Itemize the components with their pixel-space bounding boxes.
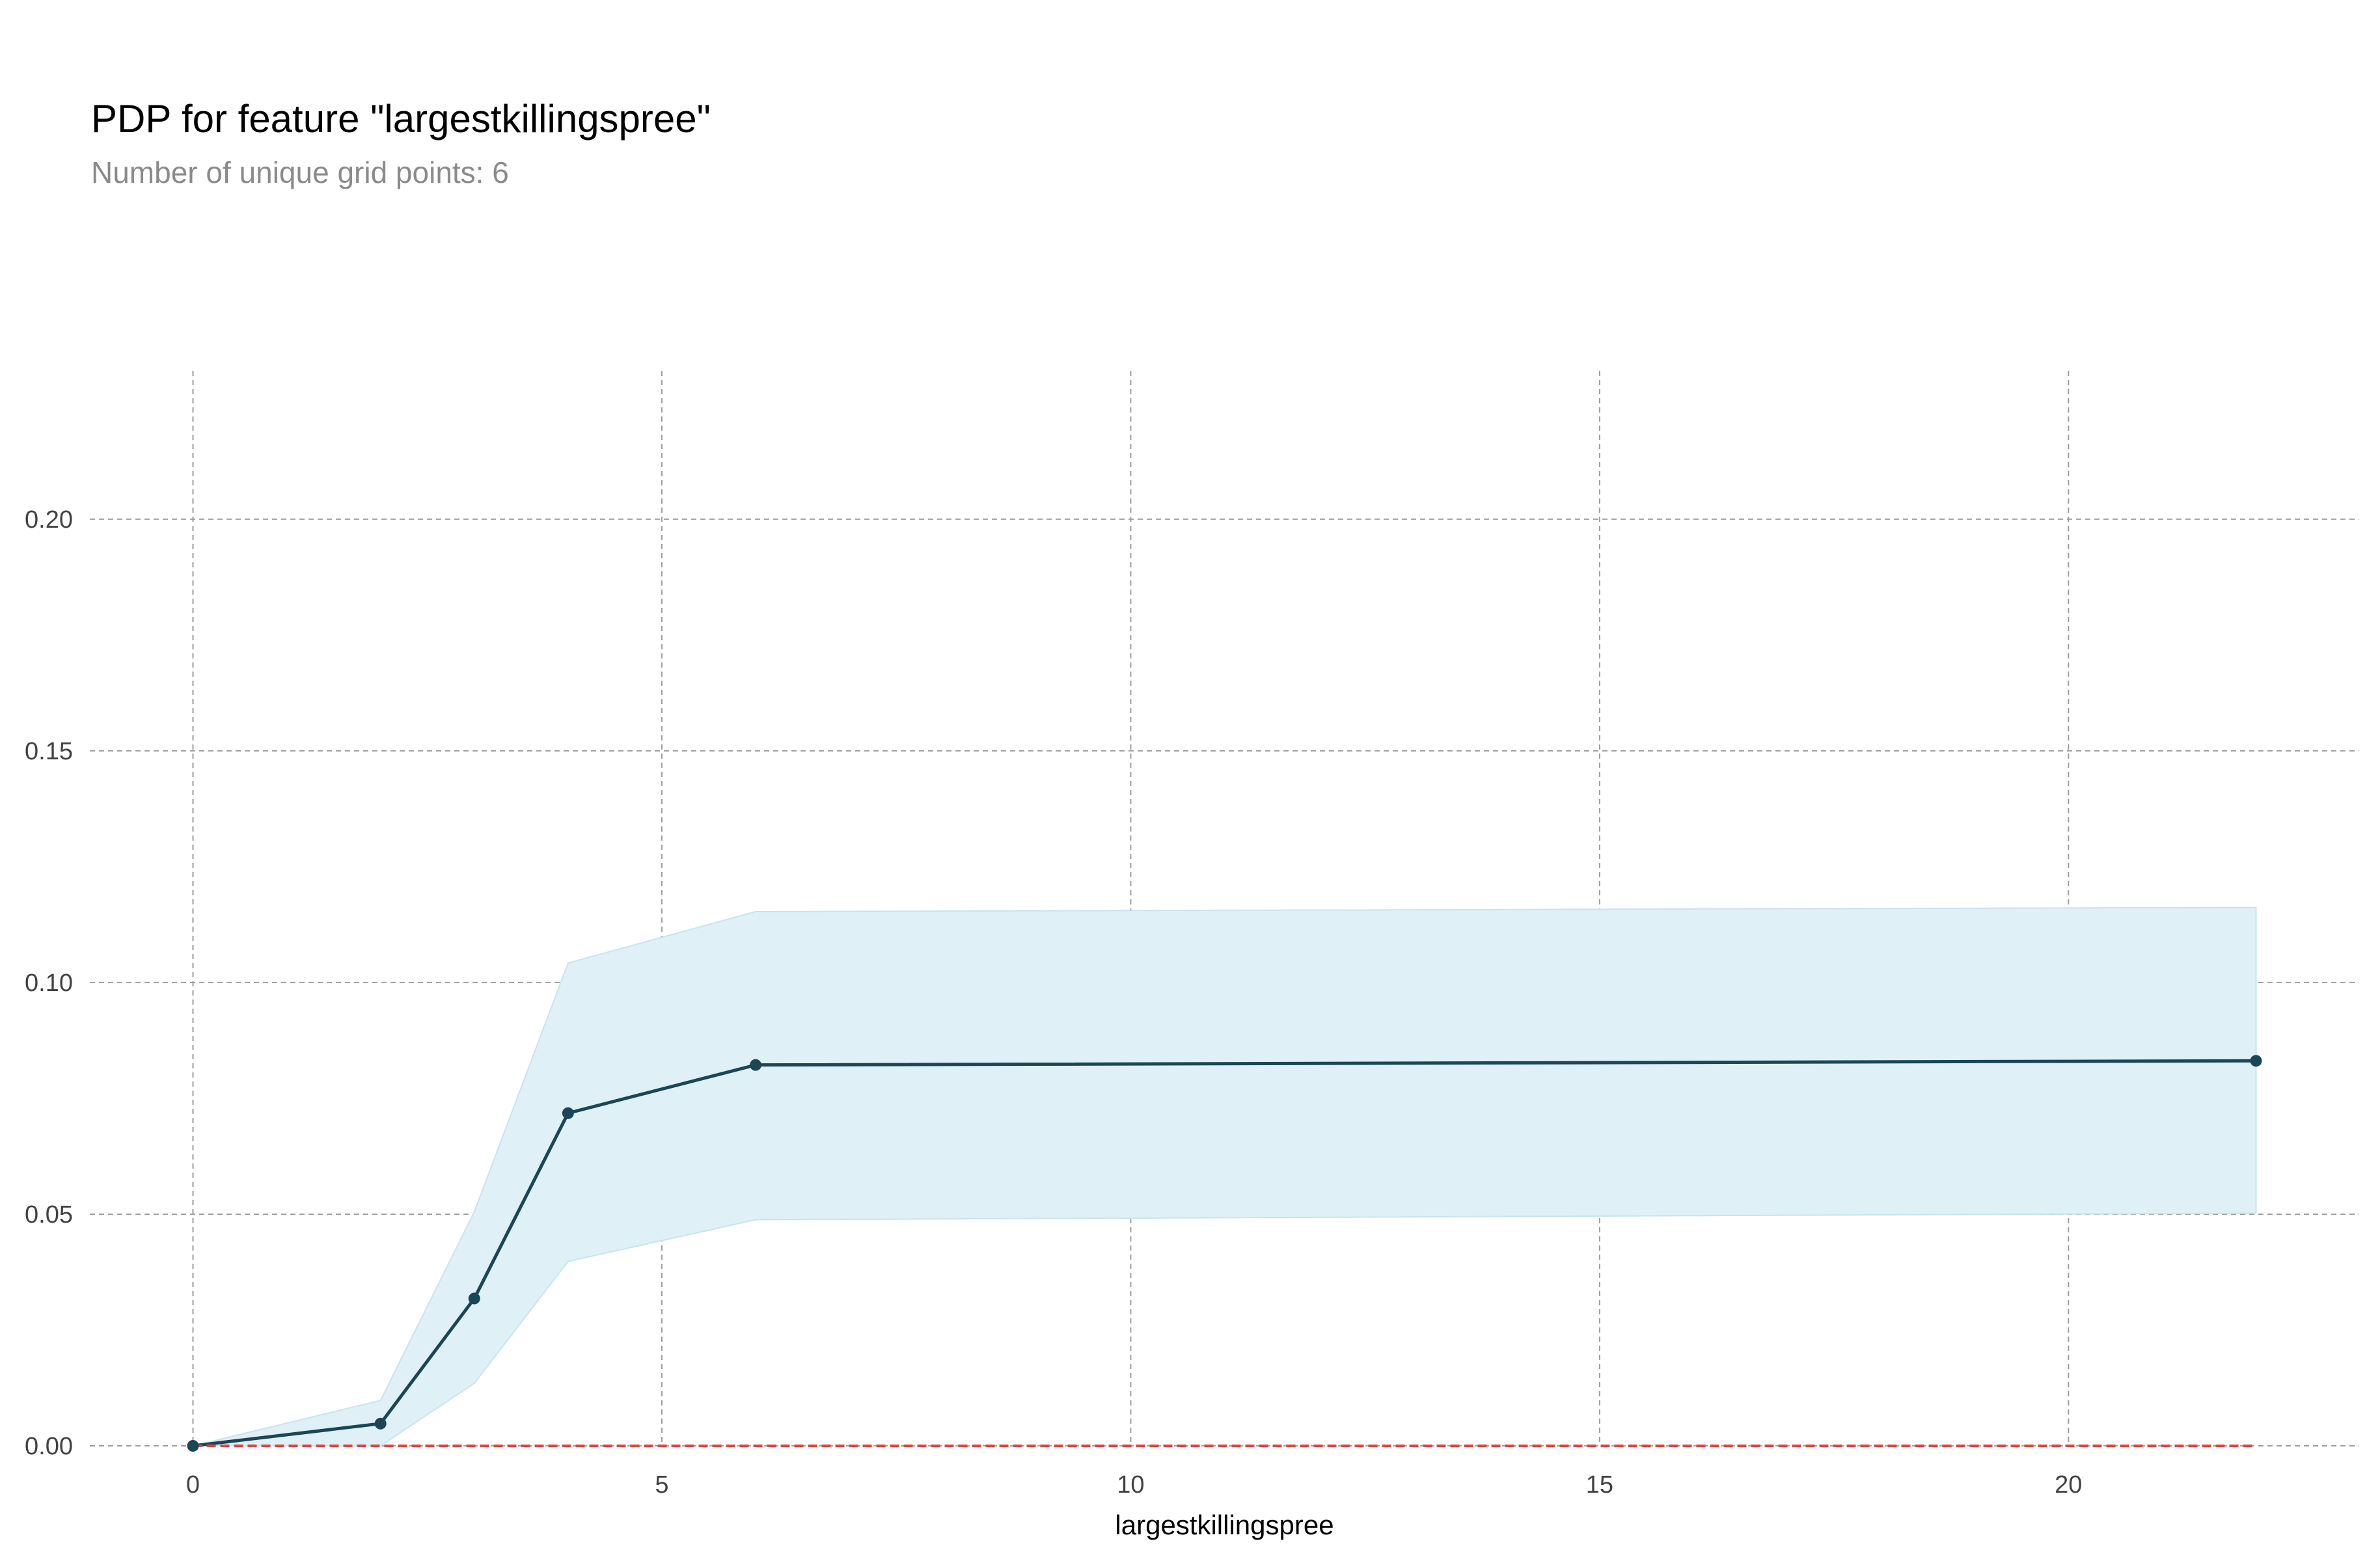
pdp-point [750, 1059, 762, 1071]
x-tick-label: 5 [655, 1471, 668, 1499]
pdp-point [374, 1417, 387, 1430]
pdp-point [187, 1440, 199, 1452]
y-tick-label: 0.10 [25, 970, 73, 997]
x-tick-label: 15 [1586, 1471, 1613, 1499]
y-tick-label: 0.00 [25, 1433, 73, 1460]
x-tick-label: 0 [186, 1471, 200, 1499]
x-tick-label: 20 [2055, 1471, 2082, 1499]
pdp-point [2250, 1055, 2262, 1067]
chart-title: PDP for feature "largestkillingspree" [91, 97, 711, 141]
pdp-marker-layer [187, 1055, 2262, 1452]
chart-subtitle: Number of unique grid points: 6 [91, 156, 509, 189]
x-axis-label: largestkillingspree [1115, 1510, 1334, 1540]
pdp-line-layer [193, 1059, 2256, 1448]
pdp-line [193, 1059, 2256, 1448]
x-tick-label: 10 [1117, 1471, 1144, 1499]
y-tick-label: 0.20 [25, 506, 73, 534]
pdp-point [562, 1107, 574, 1119]
pdp-point [468, 1292, 480, 1305]
y-tick-label: 0.05 [25, 1201, 73, 1229]
confidence-band-layer [193, 906, 2257, 1446]
y-tick-label: 0.15 [25, 738, 73, 765]
confidence-band [193, 906, 2257, 1446]
tick-label-layer: 0 5 10 15 20 0.00 0.05 0.10 0.15 0.20 [25, 506, 2082, 1499]
